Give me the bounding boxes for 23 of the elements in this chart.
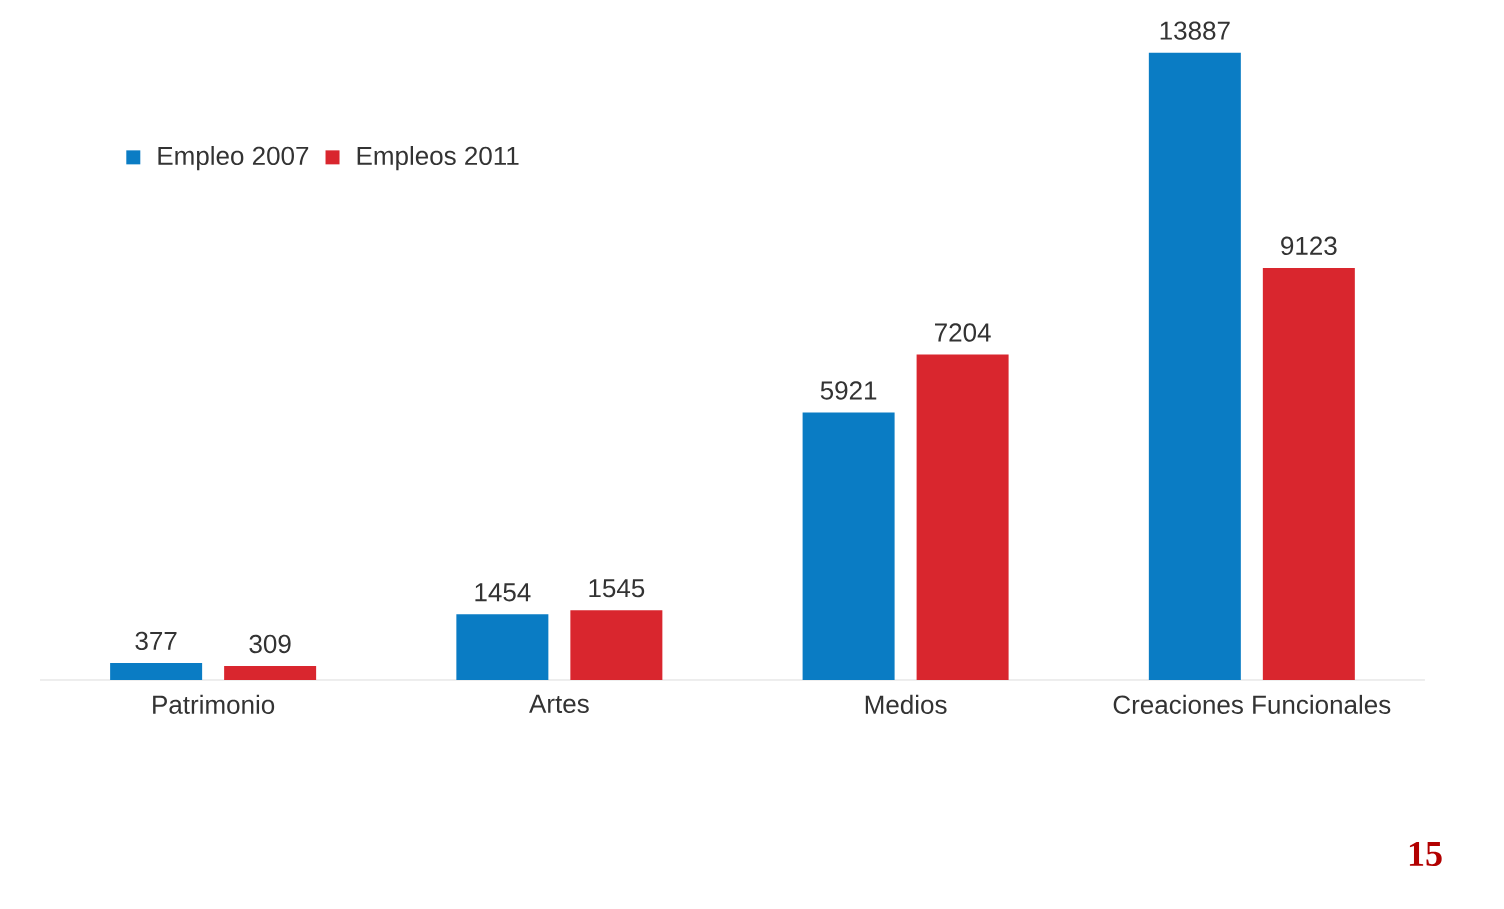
- x-tick-label: Artes: [529, 694, 589, 713]
- data-label: 9123: [1281, 236, 1337, 256]
- bar: [456, 614, 549, 680]
- x-tick-label: Patrimonio: [153, 694, 275, 714]
- data-label: 1545: [589, 579, 645, 598]
- bar: [802, 412, 895, 680]
- data-label: 1454: [475, 583, 531, 602]
- x-tick-label: Creaciones Funcionales: [1113, 694, 1391, 714]
- data-label: 13887: [1160, 21, 1230, 40]
- x-tick-label: Medios: [865, 694, 947, 714]
- bar: [1148, 52, 1241, 680]
- data-label: 5921: [820, 381, 877, 400]
- text: 15: [1409, 841, 1442, 867]
- legend-label: Empleos 2011: [357, 145, 519, 171]
- bar: [224, 666, 317, 680]
- data-label: 377: [135, 631, 177, 651]
- bar: [110, 662, 203, 680]
- data-label: 309: [249, 634, 291, 654]
- bar: [916, 354, 1009, 680]
- bar: [1262, 267, 1355, 680]
- bar: [570, 610, 663, 680]
- data-label: 7204: [935, 323, 991, 342]
- legend-label: Empleo 2007: [158, 145, 309, 171]
